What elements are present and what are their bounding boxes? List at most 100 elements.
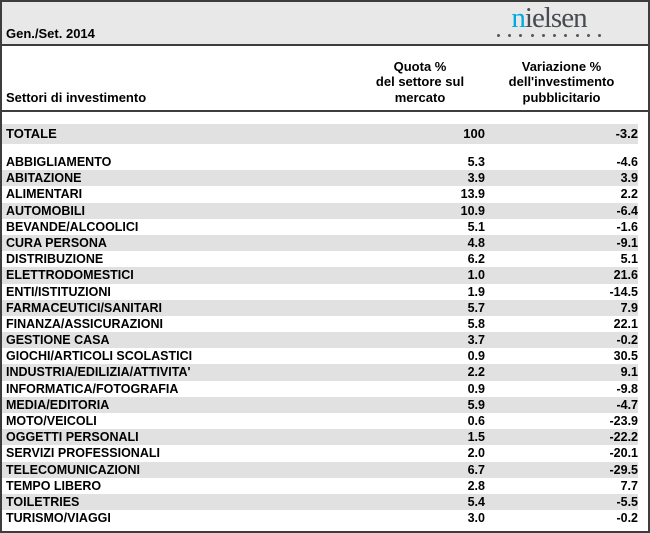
table-row: ABBIGLIAMENTO 5.3 -4.6 bbox=[2, 154, 638, 170]
table-row: CURA PERSONA 4.8 -9.1 bbox=[2, 234, 638, 252]
logo-dot bbox=[519, 34, 523, 37]
sector-label: FARMACEUTICI/SANITARI bbox=[6, 300, 163, 315]
table-row: OGGETTI PERSONALI 1.5 -22.2 bbox=[2, 429, 639, 446]
report-period: Gen./Set. 2014 bbox=[6, 26, 95, 41]
quota-value: 5.9 bbox=[467, 397, 485, 412]
quota-value: 5.8 bbox=[467, 316, 485, 331]
quota-value: 2.0 bbox=[467, 446, 485, 461]
sector-label: ABBIGLIAMENTO bbox=[6, 155, 112, 169]
quota-value: 3.0 bbox=[467, 511, 485, 526]
variazione-value: 9.1 bbox=[620, 365, 638, 380]
table-row: FARMACEUTICI/SANITARI 5.7 7.9 bbox=[2, 299, 638, 316]
variazione-value: 21.6 bbox=[613, 268, 638, 283]
sector-label: GIOCHI/ARTICOLI SCOLASTICI bbox=[6, 349, 193, 364]
total-quota-value: 100 bbox=[463, 126, 485, 141]
table-row: BEVANDE/ALCOOLICI 5.1 -1.6 bbox=[2, 219, 638, 235]
column-header-quota-line2: del settore sul bbox=[375, 74, 465, 89]
column-header-quota: Quota % del settore sul mercato bbox=[355, 59, 485, 106]
logo-dot bbox=[586, 34, 590, 37]
quota-value: 3.7 bbox=[467, 333, 485, 348]
variazione-value: 30.5 bbox=[613, 349, 638, 364]
variazione-value: -14.5 bbox=[609, 284, 639, 299]
nielsen-logo-dots bbox=[494, 34, 604, 37]
variazione-value: 7.9 bbox=[620, 300, 638, 315]
quota-value: 4.8 bbox=[467, 235, 485, 250]
table-body: ABBIGLIAMENTO 5.3 -4.6 ABITAZIONE 3.9 3.… bbox=[2, 154, 648, 526]
variazione-value: -5.5 bbox=[616, 494, 638, 509]
logo-dot bbox=[530, 34, 534, 37]
variazione-value: -20.1 bbox=[609, 446, 639, 461]
sector-label: MEDIA/EDITORIA bbox=[6, 397, 110, 412]
column-header-quota-line3: mercato bbox=[394, 89, 446, 105]
table-row: ABITAZIONE 3.9 3.9 bbox=[2, 170, 638, 187]
quota-value: 1.0 bbox=[467, 268, 485, 283]
sector-label: ABITAZIONE bbox=[6, 171, 82, 186]
sector-label: BEVANDE/ALCOOLICI bbox=[6, 219, 139, 234]
table-row: ENTI/ISTITUZIONI 1.9 -14.5 bbox=[2, 284, 638, 300]
variazione-value: 3.9 bbox=[620, 171, 638, 186]
table-row: GESTIONE CASA 3.7 -0.2 bbox=[2, 332, 638, 349]
logo-dot bbox=[575, 34, 579, 37]
quota-value: 0.6 bbox=[467, 414, 485, 428]
nielsen-logo-letters-rest: ielsen bbox=[524, 2, 588, 34]
logo-dot bbox=[553, 34, 557, 37]
column-header-sectors: Settori di investimento bbox=[6, 90, 147, 105]
variazione-value: -0.2 bbox=[616, 333, 638, 348]
sector-label: SERVIZI PROFESSIONALI bbox=[6, 446, 160, 461]
sector-label: INFORMATICA/FOTOGRAFIA bbox=[6, 381, 179, 396]
table-row: FINANZA/ASSICURAZIONI 5.8 22.1 bbox=[2, 316, 638, 332]
quota-value: 2.8 bbox=[467, 478, 485, 493]
nielsen-logo: nielsen bbox=[494, 2, 604, 37]
logo-dot bbox=[497, 34, 500, 37]
quota-value: 1.5 bbox=[467, 430, 485, 445]
variazione-value: -1.6 bbox=[616, 219, 638, 234]
sector-label: FINANZA/ASSICURAZIONI bbox=[6, 316, 163, 331]
variazione-value: -6.4 bbox=[616, 203, 638, 218]
table-row: SERVIZI PROFESSIONALI 2.0 -20.1 bbox=[2, 445, 638, 461]
nielsen-logo-letter-n: n bbox=[511, 2, 525, 34]
variazione-value: -9.1 bbox=[616, 235, 638, 250]
quota-value: 5.7 bbox=[467, 300, 485, 315]
quota-value: 6.7 bbox=[467, 462, 485, 477]
quota-value: 3.9 bbox=[467, 171, 485, 186]
sector-label: INDUSTRIA/EDILIZIA/ATTIVITA' bbox=[6, 365, 191, 380]
table-row: TOILETRIES 5.4 -5.5 bbox=[2, 493, 638, 511]
sector-label: ELETTRODOMESTICI bbox=[6, 268, 134, 283]
sector-label: MOTO/VEICOLI bbox=[6, 414, 97, 428]
title-bar: Gen./Set. 2014 nielsen bbox=[2, 2, 648, 46]
variazione-value: -4.6 bbox=[616, 155, 638, 169]
table-row: ALIMENTARI 13.9 2.2 bbox=[2, 186, 638, 202]
column-header-variazione-line3: pubblicitario bbox=[522, 89, 601, 105]
logo-dot bbox=[508, 34, 512, 37]
logo-dot bbox=[597, 34, 601, 37]
sector-label: TEMPO LIBERO bbox=[6, 478, 102, 493]
logo-dot bbox=[564, 34, 568, 37]
nielsen-logo-text: nielsen bbox=[494, 2, 604, 34]
table-row: DISTRIBUZIONE 6.2 5.1 bbox=[2, 251, 638, 267]
variazione-value: -22.2 bbox=[609, 430, 639, 445]
variazione-value: -29.5 bbox=[609, 462, 639, 477]
quota-value: 5.3 bbox=[467, 155, 485, 169]
variazione-value: -9.8 bbox=[616, 381, 638, 396]
quota-value: 1.9 bbox=[467, 284, 485, 299]
quota-value: 6.2 bbox=[467, 252, 485, 267]
table-row: ELETTRODOMESTICI 1.0 21.6 bbox=[2, 267, 638, 284]
table-row-total: TOTALE 100 -3.2 bbox=[2, 124, 638, 144]
table-column-headers: Settori di investimento Quota % del sett… bbox=[2, 46, 648, 112]
quota-value: 0.9 bbox=[467, 381, 485, 396]
spacer bbox=[2, 112, 648, 124]
spacer bbox=[2, 144, 648, 154]
column-header-quota-line1: Quota % bbox=[393, 58, 447, 74]
total-variazione-value: -3.2 bbox=[615, 126, 638, 141]
column-header-variazione-line1: Variazione % bbox=[521, 58, 602, 74]
sector-label: OGGETTI PERSONALI bbox=[6, 430, 139, 445]
quota-value: 5.1 bbox=[467, 219, 485, 234]
total-label: TOTALE bbox=[6, 126, 57, 141]
sector-label: DISTRIBUZIONE bbox=[6, 252, 104, 267]
sector-label: ENTI/ISTITUZIONI bbox=[6, 284, 111, 299]
sector-label: TELECOMUNICAZIONI bbox=[6, 462, 141, 477]
variazione-value: 22.1 bbox=[613, 316, 638, 331]
table-row: MOTO/VEICOLI 0.6 -23.9 bbox=[2, 413, 638, 429]
table-row: TEMPO LIBERO 2.8 7.7 bbox=[2, 478, 638, 494]
